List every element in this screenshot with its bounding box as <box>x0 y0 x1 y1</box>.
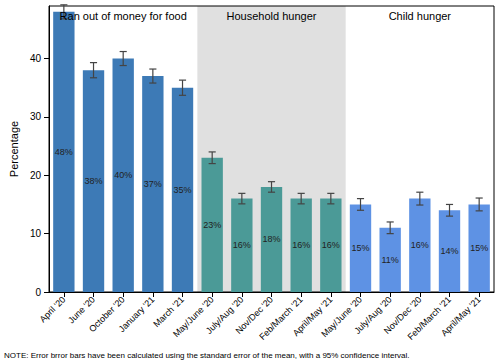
svg-text:35%: 35% <box>174 185 192 195</box>
svg-text:18%: 18% <box>263 234 281 244</box>
svg-text:April/May '21: April/May '21 <box>290 294 335 339</box>
svg-text:April '20: April '20 <box>38 294 68 324</box>
svg-text:16%: 16% <box>292 240 310 250</box>
svg-text:20: 20 <box>30 170 42 181</box>
svg-text:38%: 38% <box>85 176 103 186</box>
svg-text:10: 10 <box>30 228 42 239</box>
svg-text:11%: 11% <box>381 255 398 265</box>
svg-text:October '20: October '20 <box>87 294 127 335</box>
svg-text:Feb/March '21: Feb/March '21 <box>257 294 305 342</box>
svg-text:May/June '20: May/June '20 <box>319 294 364 340</box>
svg-text:30: 30 <box>30 111 42 122</box>
svg-text:April/May '21: April/May '21 <box>439 294 483 338</box>
svg-text:40: 40 <box>30 53 42 64</box>
svg-text:14%: 14% <box>440 246 458 256</box>
svg-text:July/Aug '20: July/Aug '20 <box>203 294 246 336</box>
svg-text:23%: 23% <box>203 220 221 230</box>
svg-text:Feb/March '21: Feb/March '21 <box>405 294 453 342</box>
svg-text:March '21: March '21 <box>151 294 187 330</box>
svg-text:Nov/Dec '20: Nov/Dec '20 <box>381 294 424 336</box>
svg-text:40%: 40% <box>114 170 132 180</box>
svg-text:Child hunger: Child hunger <box>389 10 452 22</box>
svg-text:July/Aug '20: July/Aug '20 <box>352 294 394 336</box>
svg-text:16%: 16% <box>411 240 429 250</box>
svg-text:Percentage: Percentage <box>8 121 20 177</box>
svg-text:37%: 37% <box>144 179 162 189</box>
svg-text:Household hunger: Household hunger <box>227 10 317 22</box>
svg-text:May/June '20: May/June '20 <box>171 294 216 340</box>
svg-text:January '21: January '21 <box>117 294 157 334</box>
svg-text:Ran out of money for food: Ran out of money for food <box>60 10 187 22</box>
svg-text:NOTE: Error brror bars have be: NOTE: Error brror bars have been calcula… <box>4 351 410 360</box>
svg-text:Nov/Dec '20: Nov/Dec '20 <box>233 294 275 336</box>
svg-text:15%: 15% <box>351 243 369 253</box>
svg-text:0: 0 <box>35 287 41 298</box>
svg-text:June '20: June '20 <box>66 294 98 326</box>
svg-text:16%: 16% <box>233 240 251 250</box>
svg-text:15%: 15% <box>470 243 488 253</box>
svg-text:16%: 16% <box>322 240 340 250</box>
svg-text:48%: 48% <box>55 147 73 157</box>
